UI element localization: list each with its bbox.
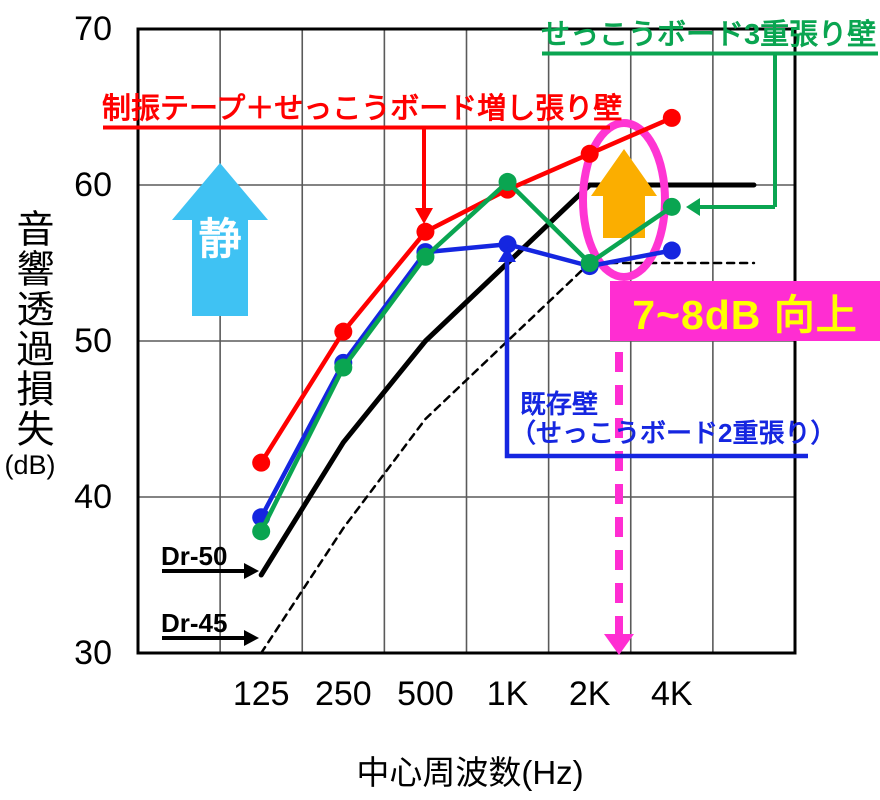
- green-callout-line: [542, 51, 878, 209]
- x-axis-title: 中心周波数(Hz): [356, 754, 584, 791]
- data-point-existing-wall: [498, 235, 517, 254]
- x-tick-label-125: 125: [232, 675, 290, 713]
- green-callout-arrowhead: [686, 198, 700, 216]
- series-line-existing-wall: [258, 242, 675, 520]
- data-point-damping-tape-wall: [662, 108, 681, 127]
- improvement-badge-text: 7~8dB 向上: [632, 292, 858, 338]
- x-tick-label-250: 250: [314, 675, 372, 713]
- series-label-damping-tape-wall: 制振テープ＋せっこうボード増し張り壁: [102, 93, 623, 125]
- reference-curve-label-dr45: Dr-45: [161, 608, 228, 638]
- series-label-existing-wall-line1: 既存壁: [520, 389, 599, 419]
- series-line-damping-tape-wall: [258, 115, 675, 465]
- y-tick-label-50: 50: [74, 322, 112, 360]
- y-tick-label-70: 70: [74, 10, 112, 48]
- data-point-damping-tape-wall: [416, 222, 435, 241]
- reference-curve-label-dr50: Dr-50: [161, 541, 228, 571]
- data-point-damping-tape-wall: [252, 453, 271, 472]
- x-tick-label-500: 500: [397, 675, 454, 713]
- y-tick-label-30: 30: [74, 634, 112, 672]
- blue-callout-arrowhead: [498, 247, 516, 262]
- x-tick-label-2K: 2K: [568, 675, 611, 713]
- y-tick-label-40: 40: [74, 478, 112, 516]
- red-callout-line: [103, 125, 610, 208]
- reference-curve-dr45: [259, 261, 756, 655]
- down-dashed-arrowhead: [604, 634, 634, 655]
- data-point-existing-wall: [662, 241, 681, 260]
- y-tick-label-60: 60: [74, 166, 112, 204]
- data-point-triple-gypsum-wall: [252, 522, 271, 541]
- quiet-direction-arrow: [172, 163, 268, 316]
- red-callout-arrowhead: [415, 208, 433, 224]
- series-label-triple-gypsum-wall: せっこうボード3重張り壁: [541, 19, 877, 51]
- dr50-arrowhead: [244, 563, 259, 579]
- data-point-triple-gypsum-wall: [334, 358, 353, 377]
- data-point-damping-tape-wall: [334, 322, 353, 341]
- highlight-ellipse: [579, 119, 669, 281]
- data-point-damping-tape-wall: [580, 144, 599, 163]
- x-tick-label-1K: 1K: [486, 675, 529, 713]
- data-point-triple-gypsum-wall: [498, 172, 517, 191]
- data-point-triple-gypsum-wall: [580, 254, 599, 272]
- improvement-up-arrow: [591, 149, 657, 238]
- y-axis-title: 音響透過損失: [10, 209, 52, 449]
- series-line-triple-gypsum-wall: [258, 179, 675, 534]
- dr45-arrowhead: [244, 630, 259, 646]
- improvement-badge: 7~8dB 向上: [610, 281, 880, 341]
- quiet-arrow-label: 静: [198, 216, 242, 264]
- x-tick-label-4K: 4K: [651, 675, 693, 713]
- blue-callout-line: [504, 260, 808, 459]
- data-point-triple-gypsum-wall: [416, 247, 435, 266]
- y-axis-unit: (dB): [4, 450, 56, 480]
- series-label-existing-wall-line2: （せっこうボード2重張り）: [510, 418, 837, 448]
- plot-border: [136, 27, 797, 655]
- data-point-triple-gypsum-wall: [662, 197, 681, 216]
